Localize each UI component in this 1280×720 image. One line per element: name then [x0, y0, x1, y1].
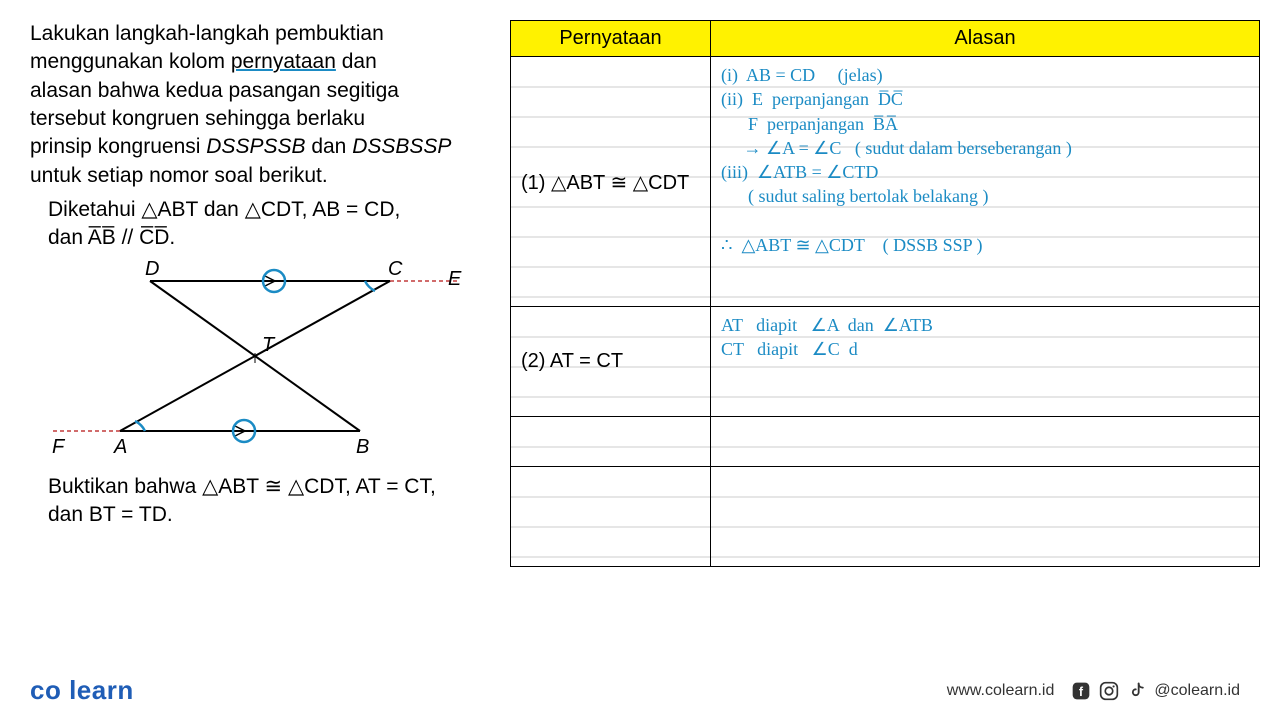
- colearn-logo: co learn: [30, 675, 134, 706]
- table-row: (2) AT = CTAT diapit ∠A dan ∠ATBCT diapi…: [511, 307, 1260, 417]
- footer-right: www.colearn.id f @colearn.id: [947, 680, 1240, 702]
- tiktok-icon: [1126, 680, 1148, 702]
- intro-l5a: prinsip kongruensi: [30, 135, 206, 158]
- problem-panel: Lakukan langkah-langkah pembuktian mengg…: [30, 20, 510, 567]
- table-header-statement: Pernyataan: [511, 21, 711, 57]
- handwritten-reason: (i) AB = CD (jelas)(ii) E perpanjangan D…: [721, 63, 1249, 257]
- logo-part-a: co: [30, 675, 61, 705]
- logo-part-b: learn: [69, 675, 134, 705]
- intro-l2a: menggunakan kolom: [30, 50, 225, 73]
- statement-cell: (2) AT = CT: [511, 307, 711, 417]
- footer-url: www.colearn.id: [947, 682, 1055, 700]
- given-c: dan: [48, 226, 88, 249]
- given-d: .: [169, 226, 175, 249]
- intro-l6: untuk setiap nomor soal berikut.: [30, 164, 328, 187]
- statement-cell: (1) △ABT ≅ △CDT: [511, 57, 711, 307]
- proof-table-panel: Pernyataan Alasan (1) △ABT ≅ △CDT(i) AB …: [510, 20, 1260, 567]
- reason-cell: [711, 417, 1260, 467]
- table-row: [511, 417, 1260, 467]
- facebook-icon: f: [1070, 680, 1092, 702]
- intro-l5i2: DSSBSSP: [352, 135, 451, 158]
- instagram-icon: [1098, 680, 1120, 702]
- svg-text:D: D: [145, 261, 159, 280]
- given-text: Diketahui △ABT dan △CDT, AB = CD, dan A̅…: [30, 196, 490, 253]
- statement-cell: [511, 467, 711, 567]
- table-header-reason: Alasan: [711, 21, 1260, 57]
- reason-cell: (i) AB = CD (jelas)(ii) E perpanjangan D…: [711, 57, 1260, 307]
- problem-intro: Lakukan langkah-langkah pembuktian mengg…: [30, 20, 490, 190]
- prove-l2: dan BT = TD.: [48, 503, 173, 526]
- proof-table: Pernyataan Alasan (1) △ABT ≅ △CDT(i) AB …: [510, 20, 1260, 567]
- intro-l2u: pernyataan: [231, 50, 336, 73]
- handwritten-reason: AT diapit ∠A dan ∠ATBCT diapit ∠C d: [721, 313, 1249, 362]
- statement-cell: [511, 417, 711, 467]
- intro-l3: alasan bahwa kedua pasangan segitiga: [30, 79, 399, 102]
- svg-text:E: E: [448, 268, 462, 290]
- given-a: Diketahui △ABT dan △CDT,: [48, 198, 312, 221]
- table-row: (1) △ABT ≅ △CDT(i) AB = CD (jelas)(ii) E…: [511, 57, 1260, 307]
- table-row: [511, 467, 1260, 567]
- svg-text:B: B: [356, 436, 369, 458]
- given-u1: AB = CD: [312, 198, 394, 221]
- given-b: ,: [394, 198, 400, 221]
- intro-l5b: dan: [305, 135, 352, 158]
- prove-l1: Buktikan bahwa △ABT ≅ △CDT, AT = CT,: [48, 475, 436, 498]
- reason-cell: AT diapit ∠A dan ∠ATBCT diapit ∠C d: [711, 307, 1260, 417]
- svg-text:A: A: [113, 436, 127, 458]
- intro-l1: Lakukan langkah-langkah pembuktian: [30, 22, 384, 45]
- svg-text:T: T: [262, 334, 276, 356]
- svg-text:F: F: [52, 436, 66, 458]
- footer-handle: @colearn.id: [1154, 682, 1240, 700]
- footer: co learn www.colearn.id f @colearn.id: [0, 675, 1280, 706]
- intro-l5i1: DSSPSSB: [206, 135, 305, 158]
- prove-text: Buktikan bahwa △ABT ≅ △CDT, AT = CT, dan…: [30, 473, 490, 530]
- given-u2: A̅B̅ // C̅D̅: [88, 226, 170, 249]
- geometry-diagram: D C E T A B F: [30, 261, 490, 469]
- intro-l2b: dan: [336, 50, 377, 73]
- social-icons: f @colearn.id: [1070, 680, 1240, 702]
- reason-cell: [711, 467, 1260, 567]
- intro-l4: tersebut kongruen sehingga berlaku: [30, 107, 365, 130]
- svg-text:C: C: [388, 261, 403, 280]
